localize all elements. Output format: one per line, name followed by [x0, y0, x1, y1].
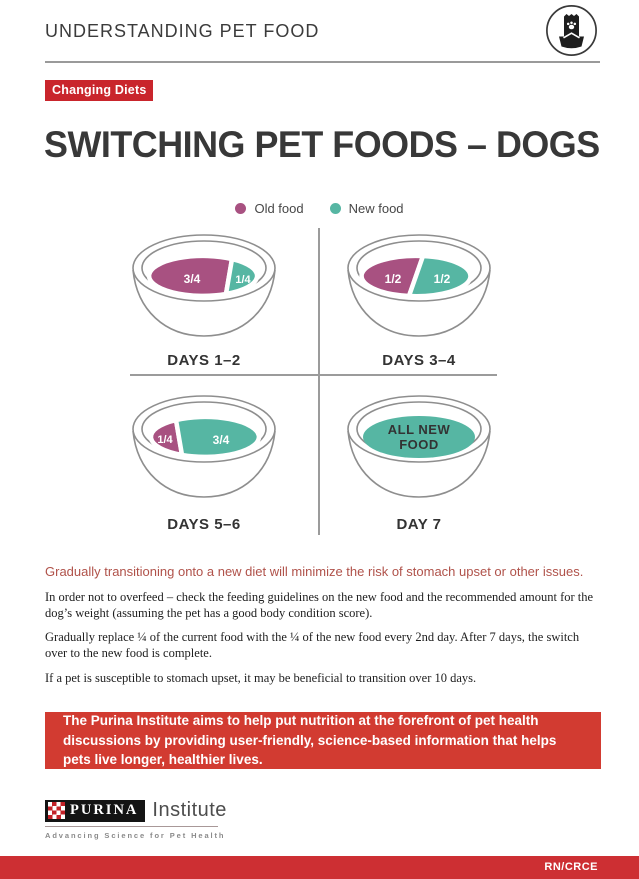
old-fraction-label: 1/2: [385, 272, 402, 286]
diagram-cell-days-3-4: 1/2 1/2 DAYS 3–4: [289, 224, 549, 374]
category-badge: Changing Diets: [45, 80, 154, 101]
new-food-portion: [406, 253, 473, 299]
old-food-portion: [146, 253, 235, 299]
old-fraction-label: 3/4: [184, 272, 201, 286]
callout-text: The Purina Institute aims to help put nu…: [63, 713, 557, 768]
purina-checkerboard-icon: [48, 802, 65, 819]
pet-food-bag-bowl-icon: [546, 5, 597, 56]
diagram-cell-days-1-2: 3/4 1/4 DAYS 1–2: [74, 224, 334, 374]
day-label: DAY 7: [396, 516, 442, 533]
purina-institute-logo: PURINA Institute Advancing Science for P…: [45, 799, 227, 840]
lead-sentence: Gradually transitioning onto a new diet …: [45, 564, 584, 579]
diagram-cell-days-5-6: 1/4 3/4 DAYS 5–6: [74, 374, 334, 540]
paragraph: In order not to overfeed – check the fee…: [45, 590, 594, 620]
bowl-day-7: ALL NEW FOOD: [347, 395, 491, 498]
header-divider: [45, 61, 600, 63]
bowl-days-5-6: 1/4 3/4: [132, 395, 276, 498]
legend-label: New food: [348, 201, 404, 216]
legend-label: Old food: [254, 201, 304, 216]
paragraph: If a pet is susceptible to stomach upset…: [45, 670, 477, 685]
purina-wordmark: PURINA: [70, 802, 139, 818]
new-fraction-label: 1/4: [235, 274, 251, 286]
legend-item-old-food: Old food: [235, 201, 304, 216]
legend-item-new-food: New food: [329, 201, 404, 216]
logo-tagline: Advancing Science for Pet Health: [45, 831, 226, 840]
all-new-food-label-line2: FOOD: [399, 437, 439, 452]
logo-divider: [45, 826, 218, 827]
purina-logo-box: PURINA: [45, 799, 146, 822]
paragraph: Gradually replace ¼ of the current food …: [45, 630, 580, 660]
old-food-swatch: [235, 203, 247, 214]
day-label: DAYS 5–6: [167, 516, 241, 533]
body-paragraphs: In order not to overfeed – check the fee…: [45, 590, 601, 695]
grid-divider-vertical: [318, 228, 320, 535]
old-food-portion: [359, 253, 426, 299]
institute-wordmark: Institute: [152, 799, 227, 821]
purina-institute-callout: The Purina Institute aims to help put nu…: [45, 712, 601, 769]
new-fraction-label: 3/4: [213, 433, 230, 447]
day-label: DAYS 1–2: [167, 352, 241, 369]
all-new-food-label-line1: ALL NEW: [388, 422, 451, 437]
document-code: RN/CRCE: [544, 861, 598, 873]
old-fraction-label: 1/4: [157, 434, 173, 446]
grid-divider-horizontal: [130, 374, 497, 376]
legend: Old food New food: [0, 201, 639, 216]
new-fraction-label: 1/2: [434, 272, 451, 286]
old-food-portion: [148, 417, 185, 458]
page-header-title: UNDERSTANDING PET FOOD: [45, 21, 320, 41]
bowl-days-1-2: 3/4 1/4: [132, 234, 276, 337]
day-label: DAYS 3–4: [382, 352, 456, 369]
new-food-portion: [363, 416, 475, 458]
page-title: SWITCHING PET FOODS – DOGS: [44, 124, 600, 165]
bowl-days-3-4: 1/2 1/2: [347, 234, 491, 337]
bowl-diagram-grid: 3/4 1/4 DAYS 1–2 1/2 1/2 DAYS 3–4: [59, 224, 579, 540]
new-food-portion: [173, 414, 262, 460]
bottom-bar: RN/CRCE: [0, 856, 639, 879]
new-food-portion: [223, 256, 260, 297]
new-food-swatch: [329, 203, 341, 214]
diagram-cell-day-7: ALL NEW FOOD DAY 7: [289, 374, 549, 540]
